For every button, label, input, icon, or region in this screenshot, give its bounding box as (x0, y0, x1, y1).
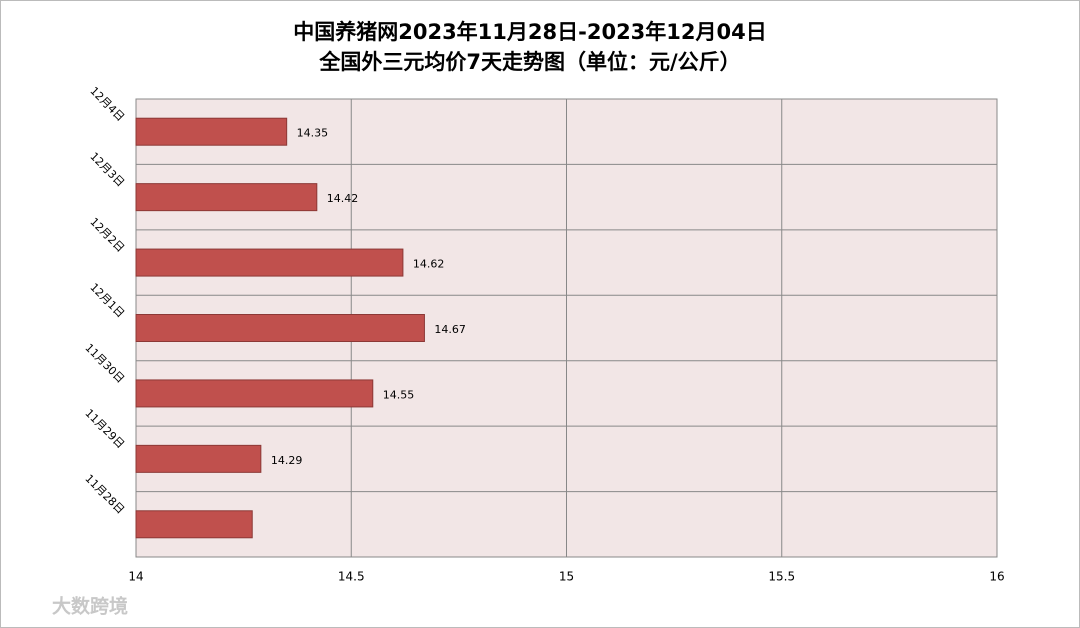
value-label: 14.67 (434, 323, 466, 336)
value-label: 14.35 (297, 127, 329, 140)
bar (135, 510, 253, 539)
bar (135, 117, 288, 146)
watermark: 大数跨境 (52, 595, 128, 618)
x-tick-label: 14 (128, 570, 143, 584)
bar (135, 248, 404, 277)
value-label: 14.42 (327, 192, 359, 205)
value-label: 14.62 (413, 258, 445, 271)
x-tick-label: 14.5 (338, 570, 365, 584)
value-label: 14.29 (271, 454, 303, 467)
chart-title: 中国养猪网2023年11月28日-2023年12月04日 (293, 20, 767, 44)
x-tick-label: 15.5 (768, 570, 795, 584)
value-label: 14.55 (383, 388, 415, 401)
bar (135, 444, 262, 473)
bar (135, 314, 425, 342)
bar (135, 379, 374, 408)
x-tick-label: 16 (989, 570, 1004, 584)
x-tick-label: 15 (559, 570, 574, 584)
chart-subtitle: 全国外三元均价7天走势图（单位：元/公斤） (318, 50, 740, 74)
bar (135, 183, 318, 212)
